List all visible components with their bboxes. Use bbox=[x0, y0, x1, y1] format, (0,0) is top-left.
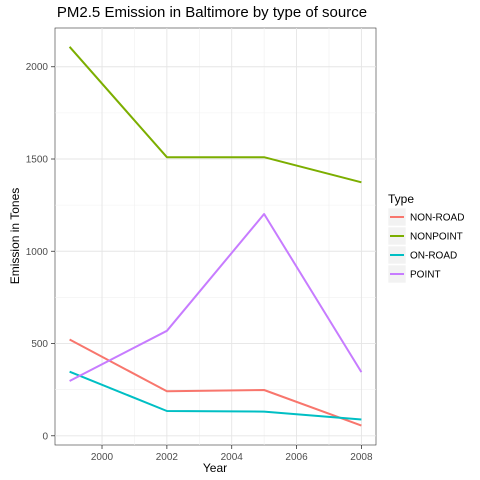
x-tick-label: 2002 bbox=[156, 452, 179, 463]
y-axis-title: Emission in Tones bbox=[8, 188, 22, 285]
legend-label: NON-ROAD bbox=[410, 213, 464, 224]
legend-title: Type bbox=[388, 192, 414, 206]
legend-label: POINT bbox=[410, 270, 441, 281]
series-line-nonpoint bbox=[68, 46, 362, 184]
x-tick-label: 2000 bbox=[91, 452, 114, 463]
legend-items: NON-ROAD NONPOINT ON-ROAD POINT bbox=[387, 207, 464, 284]
series-line-point bbox=[69, 213, 363, 382]
y-tick-label: 1000 bbox=[26, 247, 49, 258]
y-axis-ticks: 0 500 1000 1500 2000 bbox=[26, 62, 55, 442]
x-axis-ticks: 2000 2002 2004 2006 2008 bbox=[91, 445, 373, 463]
series-line-on-road bbox=[69, 370, 362, 421]
x-tick-label: 2004 bbox=[221, 452, 244, 463]
y-tick-label: 2000 bbox=[26, 62, 49, 73]
y-tick-label: 0 bbox=[42, 431, 48, 442]
grid-lines bbox=[55, 28, 376, 445]
x-tick-label: 2006 bbox=[285, 452, 308, 463]
plot-panel bbox=[54, 27, 377, 446]
legend-label: NONPOINT bbox=[410, 232, 463, 243]
series-lines bbox=[68, 46, 363, 427]
y-tick-label: 1500 bbox=[26, 155, 49, 166]
chart-title: PM2.5 Emission in Baltimore by type of s… bbox=[57, 4, 367, 21]
y-tick-label: 500 bbox=[31, 339, 48, 350]
legend-label: ON-ROAD bbox=[410, 251, 457, 262]
x-tick-label: 2008 bbox=[350, 452, 373, 463]
legend: Type NON-ROAD NONPOINT ON-ROAD POINT bbox=[387, 192, 464, 284]
x-axis-title: Year bbox=[203, 461, 227, 475]
series-line-non-road bbox=[69, 338, 362, 427]
